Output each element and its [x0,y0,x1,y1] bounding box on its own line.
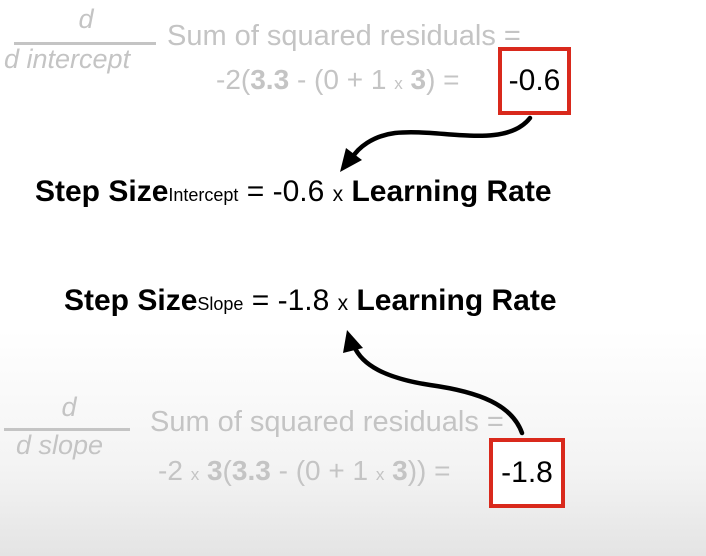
slope-result-box: -1.8 [489,438,565,508]
derivative-intercept-title: Sum of squared residuals = [167,20,521,52]
derivative-slope-title: Sum of squared residuals = [150,406,504,438]
arrow-to-intercept-step [349,115,533,161]
intercept-result-value: -0.6 [508,64,561,97]
arrowhead-slope [343,330,363,353]
derivative-intercept-fraction-bar [14,42,156,45]
derivative-intercept-equation: -2(3.3 - (0 + 1 x 3) = [216,64,460,95]
derivative-slope-fraction-bar [4,428,130,431]
derivative-slope-equation: -2 x 3(3.3 - (0 + 1 x 3)) = [158,455,451,486]
derivative-slope-numerator: d [61,392,77,422]
step-size-slope-equation: Step SizeSlope = -1.8 x Learning Rate [64,284,557,317]
step-size-intercept-equation: Step SizeIntercept = -0.6 x Learning Rat… [35,175,552,208]
intercept-result-box: -0.6 [498,47,571,115]
derivative-intercept-numerator: d [78,4,94,34]
arrowhead-intercept [340,148,362,172]
derivative-intercept-denominator: d intercept [4,44,131,74]
derivative-slope-denominator: d slope [16,430,104,460]
slope-result-value: -1.8 [501,456,553,489]
arrow-to-slope-step [351,343,525,436]
